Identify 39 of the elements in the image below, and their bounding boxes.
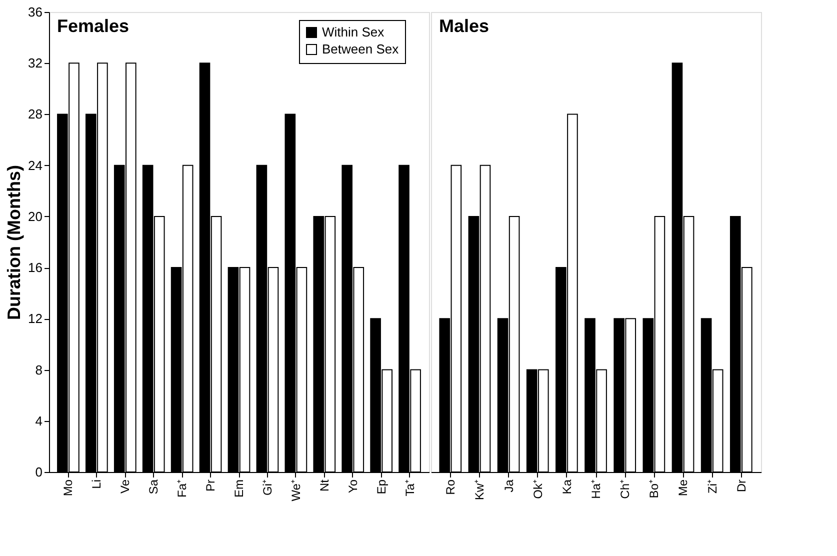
- chart-title: Females: [57, 16, 130, 36]
- y-tick-label: 32: [28, 56, 42, 71]
- x-tick-label: Gi⁺: [260, 480, 274, 496]
- x-tick-label: Ja: [502, 479, 516, 492]
- legend-label: Within Sex: [322, 24, 385, 40]
- x-tick-label: Sa: [146, 479, 161, 494]
- x-tick-label: Dr: [734, 480, 748, 492]
- y-tick-label: 16: [28, 260, 42, 276]
- x-tick-label: Ok⁺: [530, 480, 545, 499]
- y-tick-label: 24: [28, 158, 42, 173]
- x-tick-label: Li: [90, 480, 104, 489]
- x-tick-label: Ka: [560, 479, 574, 494]
- x-tick-label: Ha⁺: [589, 480, 603, 499]
- x-tick-label: Kw⁺: [472, 480, 487, 500]
- y-tick-label: 20: [28, 208, 42, 224]
- x-tick-label: Pr: [204, 479, 218, 492]
- y-tick-label: 0: [35, 464, 42, 480]
- y-axis-title: Duration (Months): [4, 165, 24, 320]
- x-tick-label: Nt: [317, 478, 332, 492]
- chart-title: Males: [439, 16, 490, 36]
- x-tick-label: Ta⁺: [402, 480, 417, 496]
- x-tick-label: Ch⁺: [618, 480, 632, 499]
- legend-label: Between Sex: [322, 42, 400, 56]
- y-tick-label: 4: [35, 413, 42, 428]
- x-tick-label: Fa⁺: [175, 480, 190, 498]
- x-tick-label: Ro: [444, 479, 458, 495]
- x-tick-label: Me: [676, 479, 690, 496]
- y-tick-label: 36: [28, 4, 42, 20]
- y-tick-label: 28: [28, 106, 42, 122]
- x-tick-label: Em: [232, 479, 246, 498]
- y-tick-label: 12: [28, 311, 42, 326]
- x-tick-label: We⁺: [288, 480, 303, 502]
- x-tick-label: Zi⁺: [705, 480, 720, 494]
- x-tick-label: Bo⁺: [647, 480, 662, 498]
- x-tick-label: Ve: [118, 479, 132, 494]
- x-tick-label: Ep: [374, 479, 388, 494]
- x-tick-label: Yo: [346, 479, 360, 494]
- x-tick-label: Mo: [61, 479, 76, 496]
- y-tick-label: 8: [35, 362, 42, 378]
